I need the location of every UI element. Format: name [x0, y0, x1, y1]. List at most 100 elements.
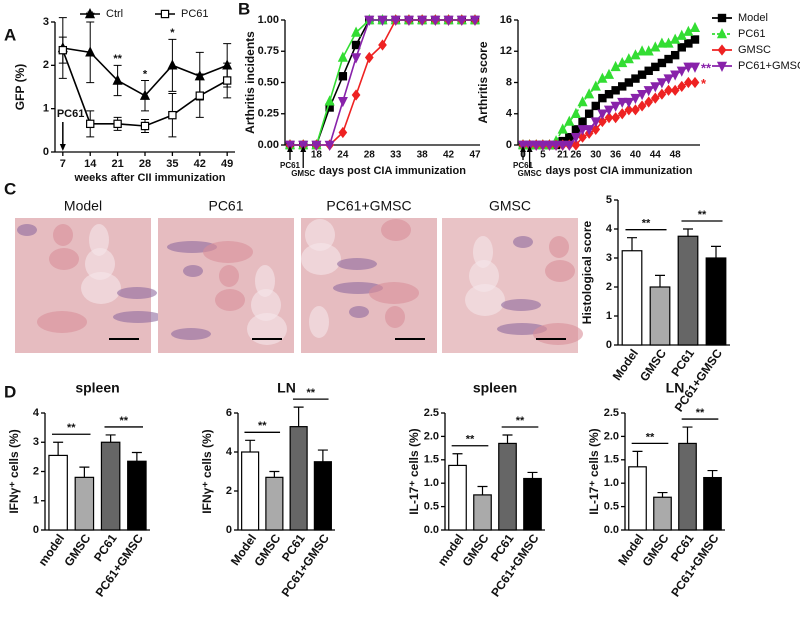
- marker: [664, 84, 673, 96]
- marker: [564, 115, 575, 126]
- x-tick-label: 30: [590, 150, 602, 161]
- image-label: PC61: [208, 198, 243, 214]
- y-tick-label: 0.0: [604, 524, 619, 536]
- error-bar: [682, 426, 693, 444]
- arrow-label: PC61: [280, 161, 301, 170]
- marker: [598, 115, 607, 128]
- marker: [637, 45, 648, 56]
- x-tick-label: 44: [650, 150, 662, 161]
- marker: [610, 101, 621, 112]
- histology-image: [158, 218, 294, 353]
- marker: [338, 126, 348, 139]
- y-tick-label: 1.0: [604, 477, 619, 489]
- y-tick-label: 4: [226, 446, 233, 458]
- marker: [58, 45, 68, 55]
- significance-label: **: [258, 420, 267, 432]
- bar: [74, 476, 95, 531]
- tissue-region: [473, 236, 493, 268]
- significance-label: **: [516, 415, 525, 427]
- x-tick-label: 28: [139, 158, 151, 170]
- marker: [544, 140, 555, 151]
- y-tick-label: 6: [226, 407, 232, 419]
- y-tick-label: 1.5: [604, 454, 619, 466]
- tissue-region: [465, 284, 505, 316]
- arrow-head: [520, 146, 526, 152]
- marker: [591, 123, 601, 135]
- legend-marker: [716, 61, 728, 72]
- marker: [337, 51, 348, 62]
- marker: [390, 15, 401, 26]
- series-line: [290, 19, 475, 146]
- x-tick-label: 14: [84, 158, 97, 170]
- marker: [676, 66, 687, 77]
- marker: [577, 125, 588, 136]
- tissue-region: [549, 236, 569, 258]
- marker: [351, 89, 361, 101]
- arrow-head: [526, 146, 533, 152]
- arrow-label: PC61: [513, 161, 534, 170]
- marker: [670, 50, 680, 60]
- y-tick-label: 2.5: [424, 407, 439, 419]
- bar: [241, 451, 260, 531]
- y-tick-label: 0.00: [258, 139, 279, 151]
- tissue-region: [255, 265, 275, 297]
- error-bar: [502, 434, 513, 444]
- arrow-head: [287, 146, 293, 152]
- x-tick-label: Model: [610, 347, 641, 383]
- arrow-head: [300, 146, 307, 152]
- marker: [631, 104, 640, 116]
- error-bar: [655, 274, 665, 287]
- chart-title: spleen: [75, 380, 119, 396]
- marker: [140, 121, 150, 131]
- marker: [377, 15, 388, 26]
- y-tick-label: 0.75: [258, 45, 279, 57]
- y-tick-label: 0.5: [604, 501, 619, 513]
- bar: [127, 460, 147, 531]
- image-label: PC61+GMSC: [326, 198, 411, 214]
- marker: [351, 53, 362, 64]
- y-tick-label: 8: [506, 76, 512, 88]
- marker: [590, 117, 601, 128]
- error-bar: [452, 453, 463, 466]
- y-tick-label: 0: [33, 524, 39, 536]
- x-tick-label: 40: [630, 150, 642, 161]
- marker: [564, 140, 575, 151]
- tissue-region: [385, 306, 405, 328]
- y-tick-label: 2: [606, 281, 612, 293]
- panel-label: A: [4, 25, 16, 44]
- tissue-region: [251, 289, 281, 321]
- panel-label: B: [238, 0, 250, 18]
- marker: [584, 125, 595, 136]
- marker: [656, 37, 667, 48]
- legend-marker: [84, 8, 96, 19]
- y-tick-label: 0.50: [258, 76, 279, 88]
- y-tick-label: 2: [226, 485, 232, 497]
- significance-label: **: [642, 218, 651, 230]
- marker: [85, 46, 96, 57]
- marker: [617, 97, 628, 108]
- y-tick-label: 5: [606, 194, 612, 206]
- x-tick-label: 26: [570, 150, 582, 161]
- tissue-region: [533, 323, 583, 345]
- error-bar: [627, 237, 637, 251]
- tissue-region: [219, 265, 239, 287]
- legend-marker: [160, 9, 170, 19]
- marker: [656, 78, 667, 89]
- significance-label: **: [698, 209, 707, 221]
- significance-label: **: [119, 415, 128, 427]
- chart-title: LN: [666, 380, 685, 396]
- legend-label: Ctrl: [106, 8, 123, 20]
- marker: [690, 76, 700, 89]
- series-line: [290, 19, 475, 146]
- error-bar: [711, 245, 721, 258]
- y-tick-label: 1: [606, 310, 612, 322]
- bar: [48, 454, 68, 531]
- x-tick-label: GMSC: [637, 346, 669, 384]
- error-bar: [632, 450, 643, 467]
- bar: [649, 286, 671, 346]
- x-tick-label: 49: [221, 158, 233, 170]
- bar: [628, 466, 647, 531]
- y-tick-label: 1.0: [424, 477, 439, 489]
- image-label: GMSC: [489, 198, 531, 214]
- y-tick-label: 1.5: [424, 454, 439, 466]
